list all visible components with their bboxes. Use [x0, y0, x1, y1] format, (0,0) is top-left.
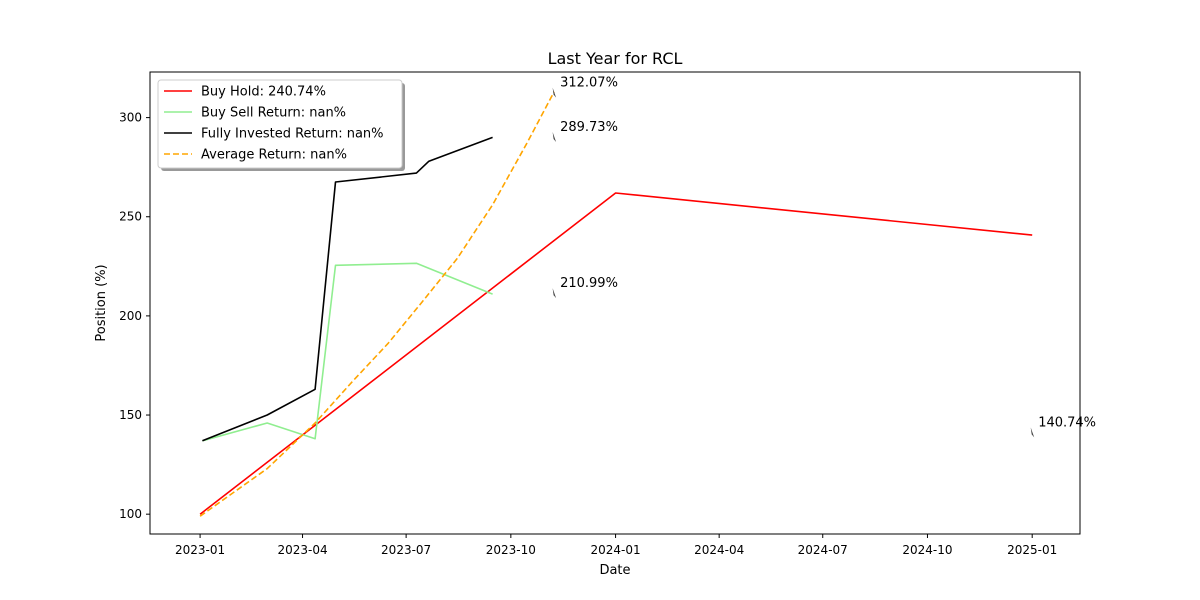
x-tick-label: 2023-10 — [486, 543, 536, 557]
annotation-arrow — [552, 87, 557, 98]
x-tick-label: 2024-01 — [590, 543, 640, 557]
x-axis: 2023-01 2023-04 2023-07 2023-10 2024-01 2024-… — [175, 534, 1057, 557]
annotation-arrow — [552, 288, 557, 299]
legend-label: Buy Sell Return: nan% — [201, 106, 346, 121]
x-tick-label: 2024-04 — [694, 543, 744, 557]
y-tick-label: 200 — [119, 309, 142, 323]
x-tick-label: 2023-04 — [277, 543, 327, 557]
x-tick-label: 2023-01 — [175, 543, 225, 557]
annotation-label: 140.74% — [1038, 415, 1096, 430]
x-tick-label: 2024-07 — [798, 543, 848, 557]
annotation-arrow — [1030, 427, 1035, 438]
x-tick-label: 2024-10 — [902, 543, 952, 557]
series-line-fully-invested-return — [202, 136, 493, 442]
legend-box — [157, 79, 403, 169]
x-tick-label: 2025-01 — [1007, 543, 1057, 557]
series-line-average-return — [199, 91, 555, 517]
plot-frame — [149, 71, 1081, 535]
y-axis-label: Position (%) — [94, 264, 109, 341]
annotations: 312.07% 289.73% 210.99% 140.74% — [552, 76, 1096, 438]
y-axis: 100 150 200 250 300 — [119, 111, 150, 521]
annotation-label: 312.07% — [560, 76, 618, 91]
x-tick-label: 2023-07 — [381, 543, 431, 557]
y-tick-label: 300 — [119, 111, 142, 125]
series-line-buy-sell-return — [202, 262, 493, 442]
series-line-buy-hold — [199, 192, 1033, 515]
annotation-label: 210.99% — [560, 276, 618, 291]
x-axis-label: Date — [599, 563, 630, 578]
plot-area — [199, 91, 1033, 517]
annotation-arrow — [552, 131, 557, 142]
annotation-label: 289.73% — [560, 120, 618, 135]
legend: Buy Hold: 240.74% Buy Sell Return: nan% Fu… — [157, 79, 405, 171]
legend-label: Fully Invested Return: nan% — [201, 127, 384, 142]
chart-title: Last Year for RCL — [548, 49, 683, 68]
legend-label: Average Return: nan% — [201, 148, 347, 163]
y-tick-label: 150 — [119, 408, 142, 422]
y-tick-label: 250 — [119, 210, 142, 224]
y-tick-label: 100 — [119, 507, 142, 521]
legend-label: Buy Hold: 240.74% — [201, 85, 326, 100]
